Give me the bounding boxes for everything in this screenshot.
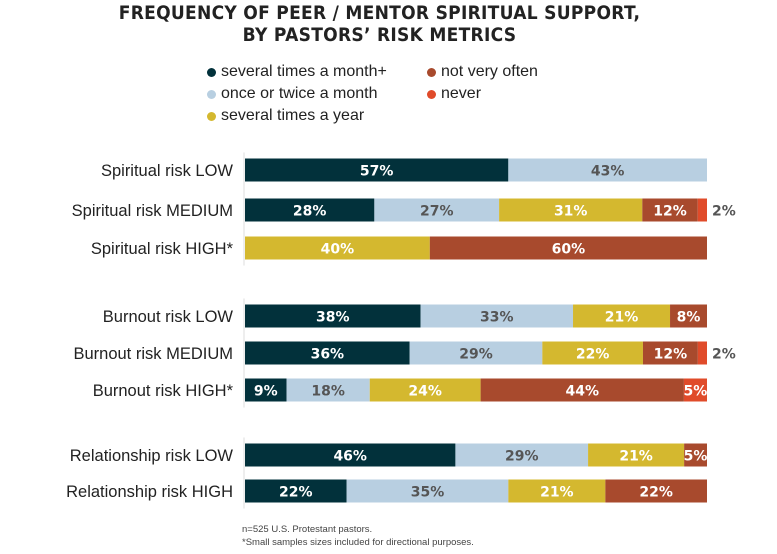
- data-label: 18%: [311, 384, 345, 400]
- legend-item-not-very-often: not very often: [427, 63, 538, 81]
- bar-segment: [508, 479, 606, 503]
- data-label: 29%: [505, 449, 539, 465]
- bar-segment: [573, 304, 671, 328]
- bar-segment: [245, 304, 421, 328]
- data-label: 2%: [712, 204, 736, 220]
- data-label: 36%: [311, 347, 345, 363]
- legend-item-several-times-month: several times a month+: [207, 63, 387, 81]
- footnote-sample: n=525 U.S. Protestant pastors.: [242, 524, 373, 535]
- data-label: 12%: [654, 347, 688, 363]
- legend-dot-icon: [207, 67, 216, 77]
- data-label: 60%: [552, 242, 586, 258]
- chart-title-line-1: FREQUENCY OF PEER / MENTOR SPIRITUAL SUP…: [118, 2, 641, 24]
- data-label: 5%: [684, 449, 708, 465]
- data-label: 46%: [333, 449, 367, 465]
- legend-label: several times a year: [221, 107, 365, 124]
- bar-segment: [429, 236, 707, 260]
- data-label: 35%: [411, 485, 445, 501]
- category-label: Spiritual risk LOW: [101, 162, 233, 180]
- category-label: Spiritual risk MEDIUM: [72, 202, 233, 220]
- bar-segment: [409, 341, 543, 365]
- bar-segment: [245, 443, 456, 467]
- category-label: Relationship risk HIGH: [66, 483, 233, 501]
- bar-segment: [480, 378, 684, 402]
- bar-segment: [588, 443, 685, 467]
- data-label: 44%: [566, 384, 600, 400]
- data-label: 22%: [279, 485, 313, 501]
- data-label: 28%: [293, 204, 327, 220]
- category-label: Burnout risk MEDIUM: [73, 345, 233, 363]
- legend-label: not very often: [441, 63, 538, 80]
- bar-segment: [697, 198, 707, 222]
- category-label: Burnout risk LOW: [103, 308, 234, 326]
- chart-title: FREQUENCY OF PEER / MENTOR SPIRITUAL SUP…: [39, 2, 738, 46]
- category-label: Burnout risk HIGH*: [93, 382, 234, 400]
- category-label: Relationship risk LOW: [70, 447, 234, 465]
- bar-segment: [670, 304, 707, 328]
- bar-segment: [697, 341, 707, 365]
- bar-segment: [245, 236, 430, 260]
- chart-title-line-2: BY PASTORS’ RISK METRICS: [242, 24, 517, 46]
- bar-segment: [369, 378, 481, 402]
- data-label: 38%: [316, 310, 350, 326]
- bar-segment: [642, 198, 698, 222]
- data-label: 5%: [684, 384, 708, 400]
- legend-dot-icon: [207, 111, 216, 121]
- data-label: 27%: [420, 204, 454, 220]
- data-label: 21%: [605, 310, 639, 326]
- footnote-small-samples: *Small samples sizes included for direct…: [242, 537, 474, 548]
- bar-segment: [508, 158, 707, 182]
- legend-item-once-twice-month: once or twice a month: [207, 85, 378, 103]
- category-label: Spiritual risk HIGH*: [91, 240, 234, 258]
- legend-dot-icon: [427, 67, 436, 77]
- data-label: 22%: [576, 347, 610, 363]
- legend-label: several times a month+: [221, 63, 387, 80]
- legend-item-never: never: [427, 85, 481, 103]
- legend-label: never: [441, 85, 482, 102]
- data-label: 9%: [254, 384, 278, 400]
- data-label: 57%: [360, 164, 394, 180]
- data-label: 12%: [653, 204, 687, 220]
- data-label: 24%: [408, 384, 442, 400]
- data-label: 33%: [480, 310, 514, 326]
- bar-segment: [346, 479, 509, 503]
- bar-segment: [374, 198, 500, 222]
- bar-segment: [455, 443, 589, 467]
- bar-segment: [245, 158, 509, 182]
- legend-dot-icon: [207, 89, 216, 99]
- bar-segment: [245, 341, 410, 365]
- bar-segment: [605, 479, 707, 503]
- bar-segment: [542, 341, 643, 365]
- data-label: 2%: [712, 347, 736, 363]
- data-label: 8%: [677, 310, 701, 326]
- data-label: 22%: [639, 485, 673, 501]
- data-label: 21%: [540, 485, 574, 501]
- bar-segment: [499, 198, 643, 222]
- data-label: 43%: [591, 164, 625, 180]
- bar-segment: [245, 479, 347, 503]
- bar-segment: [683, 378, 707, 402]
- bar-segment: [684, 443, 707, 467]
- legend-item-several-times-year: several times a year: [207, 107, 364, 125]
- bar-segment: [286, 378, 370, 402]
- bar-segment: [642, 341, 698, 365]
- legend-dot-icon: [427, 89, 436, 99]
- bar-segment: [245, 378, 287, 402]
- bar-segment: [420, 304, 574, 328]
- data-label: 31%: [554, 204, 588, 220]
- data-label: 21%: [619, 449, 653, 465]
- data-label: 40%: [321, 242, 355, 258]
- bar-segment: [245, 198, 375, 222]
- data-label: 29%: [459, 347, 493, 363]
- legend-label: once or twice a month: [221, 85, 378, 102]
